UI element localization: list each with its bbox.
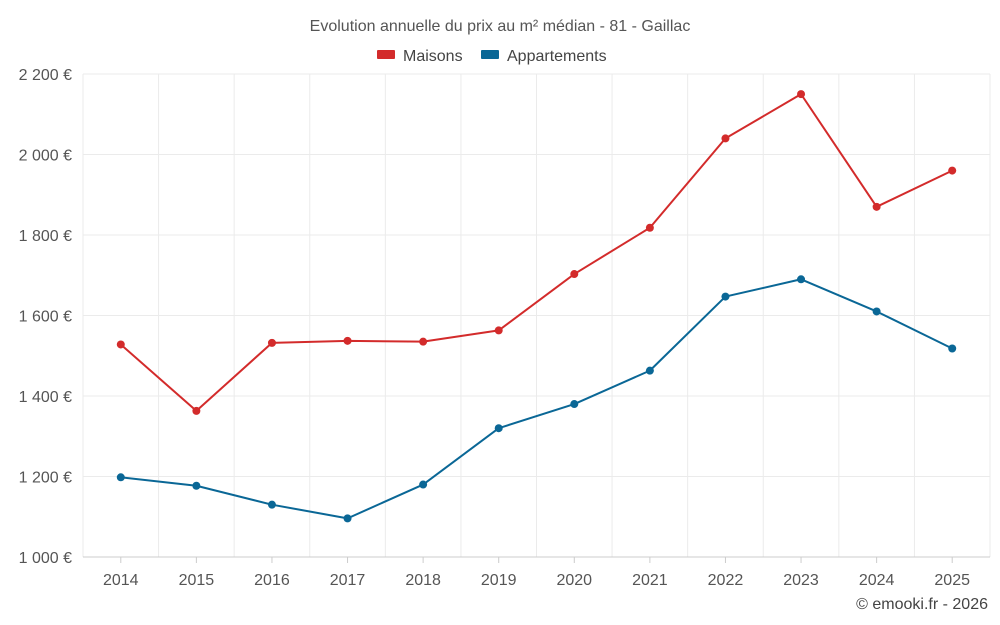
data-point-maisons[interactable] (948, 166, 957, 175)
y-axis: 1 000 € 1 200 € 1 400 € 1 600 € 1 800 € 2 000… (19, 67, 72, 567)
x-tick-label: 2019 (481, 572, 517, 589)
data-point-maisons[interactable] (570, 270, 579, 279)
footer-credit: © emooki.fr - 2026 (856, 596, 988, 613)
x-tick-label: 2020 (556, 572, 592, 589)
data-point-maisons[interactable] (872, 202, 881, 211)
x-tick-label: 2022 (708, 572, 744, 589)
x-tick-label: 2023 (783, 572, 819, 589)
x-axis: 2014 2015 2016 2017 2018 2019 2020 2021 2022 2023… (103, 557, 970, 589)
x-tick-label: 2024 (859, 572, 895, 589)
data-point-appartements[interactable] (494, 424, 503, 433)
x-tick-label: 2015 (179, 572, 215, 589)
data-point-appartements[interactable] (721, 292, 730, 301)
data-point-maisons[interactable] (645, 223, 654, 232)
x-tick-label: 2021 (632, 572, 668, 589)
data-point-appartements[interactable] (570, 400, 579, 409)
series (116, 90, 957, 523)
data-point-appartements[interactable] (267, 500, 276, 509)
data-point-maisons[interactable] (721, 134, 730, 143)
data-point-appartements[interactable] (645, 366, 654, 375)
data-point-maisons[interactable] (343, 336, 352, 345)
data-point-maisons[interactable] (116, 340, 125, 349)
y-tick-label: 1 000 € (19, 550, 72, 567)
y-tick-label: 1 600 € (19, 309, 72, 326)
data-point-appartements[interactable] (116, 473, 125, 482)
y-tick-label: 2 000 € (19, 148, 72, 165)
data-point-appartements[interactable] (948, 344, 957, 353)
x-tick-label: 2017 (330, 572, 366, 589)
x-tick-label: 2025 (934, 572, 970, 589)
data-point-maisons[interactable] (267, 338, 276, 347)
chart-title: Evolution annuelle du prix au m² médian … (310, 18, 691, 35)
legend-label-appartements[interactable]: Appartements (507, 48, 607, 65)
y-tick-label: 2 200 € (19, 67, 72, 84)
data-point-appartements[interactable] (419, 480, 428, 489)
x-tick-label: 2016 (254, 572, 290, 589)
data-point-appartements[interactable] (797, 275, 806, 284)
series-line-maisons (120, 93, 953, 412)
x-tick-label: 2014 (103, 572, 139, 589)
y-tick-label: 1 800 € (19, 228, 72, 245)
data-point-appartements[interactable] (872, 307, 881, 316)
y-tick-label: 1 400 € (19, 389, 72, 406)
data-point-maisons[interactable] (494, 326, 503, 335)
legend: Maisons Appartements (377, 48, 607, 65)
legend-label-maisons[interactable]: Maisons (403, 48, 463, 65)
legend-swatch-maisons (377, 50, 395, 59)
data-point-maisons[interactable] (419, 337, 428, 346)
legend-swatch-appartements (481, 50, 499, 59)
data-point-maisons[interactable] (797, 90, 806, 99)
data-point-appartements[interactable] (343, 514, 352, 523)
data-point-maisons[interactable] (192, 406, 201, 415)
series-line-appartements (120, 278, 953, 520)
x-tick-label: 2018 (405, 572, 441, 589)
y-tick-label: 1 200 € (19, 470, 72, 487)
data-point-appartements[interactable] (192, 481, 201, 490)
grid (82, 73, 991, 558)
